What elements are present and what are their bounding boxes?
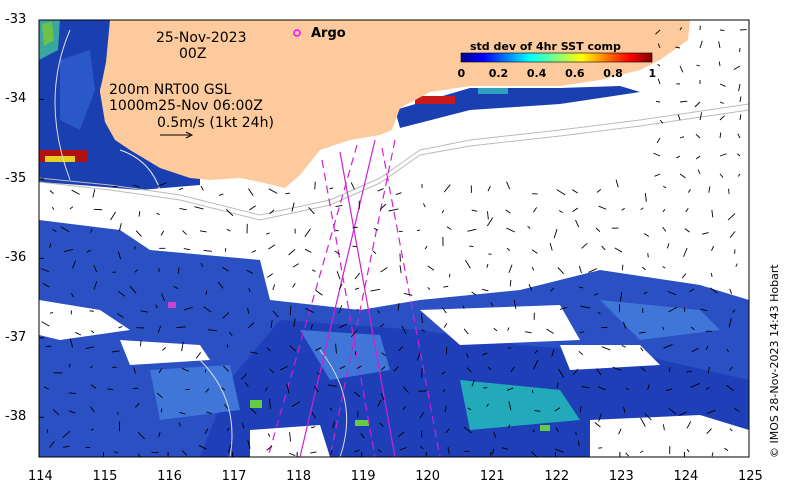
sst-patch-bight — [395, 86, 640, 128]
colorbar-tick-label: 0.6 — [565, 67, 585, 80]
x-tick-label: 123 — [608, 469, 634, 484]
x-tick-label: 122 — [544, 469, 570, 484]
colorbar-title: std dev of 4hr SST comp — [470, 40, 621, 53]
plot-frame — [38, 19, 750, 458]
date-label: 25-Nov-2023 — [156, 30, 247, 46]
x-tick-label: 116 — [157, 469, 182, 484]
argo-label: Argo — [311, 26, 346, 41]
y-tick-label: -33 — [5, 12, 27, 27]
y-tick-label: -36 — [5, 250, 27, 266]
colorbar-tick-label: 0.2 — [488, 67, 509, 80]
colorbar-tick-label: 1 — [648, 67, 657, 80]
y-tick-label: -38 — [5, 409, 27, 425]
colorbar — [460, 52, 653, 63]
colorbar-tick-label: 0 — [457, 67, 466, 80]
argo-marker-icon — [293, 29, 301, 37]
vector-scale-label: 0.5m/s (1kt 24h) — [157, 115, 274, 131]
time-label: 00Z — [179, 46, 207, 62]
x-tick-label: 115 — [92, 469, 118, 484]
bathymetry-contour — [39, 103, 749, 216]
colorbar-tick-label: 0.8 — [603, 67, 623, 80]
x-tick-label: 124 — [673, 469, 699, 484]
y-tick-label: -35 — [5, 170, 27, 186]
x-tick-label: 119 — [350, 469, 376, 484]
x-tick-label: 117 — [221, 469, 247, 484]
x-tick-label: 120 — [415, 469, 441, 484]
x-tick-label: 118 — [286, 469, 311, 484]
x-tick-label: 114 — [28, 469, 53, 484]
satellite-tracks — [267, 139, 441, 457]
y-tick-label: -34 — [5, 91, 27, 107]
colorbar-tick-label: 0.4 — [526, 67, 547, 80]
current-vectors — [40, 25, 747, 457]
legend-line-1: 200m NRT00 GSL — [109, 82, 232, 98]
vector-scale-arrow-icon — [160, 131, 194, 139]
x-tick-label: 121 — [479, 469, 505, 484]
y-tick-label: -37 — [5, 329, 27, 345]
legend-line-2: 1000m25-Nov 06:00Z — [109, 98, 263, 114]
x-tick-label: 125 — [738, 469, 763, 484]
credit-label: © IMOS 28-Nov-2023 14:43 Hobart — [768, 264, 781, 458]
